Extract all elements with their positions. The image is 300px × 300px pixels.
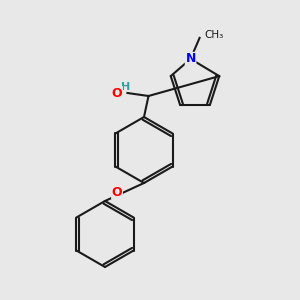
Text: N: N — [185, 52, 196, 65]
Text: O: O — [112, 86, 122, 100]
Text: H: H — [122, 82, 130, 92]
Text: CH₃: CH₃ — [204, 30, 223, 40]
Text: O: O — [112, 185, 122, 199]
